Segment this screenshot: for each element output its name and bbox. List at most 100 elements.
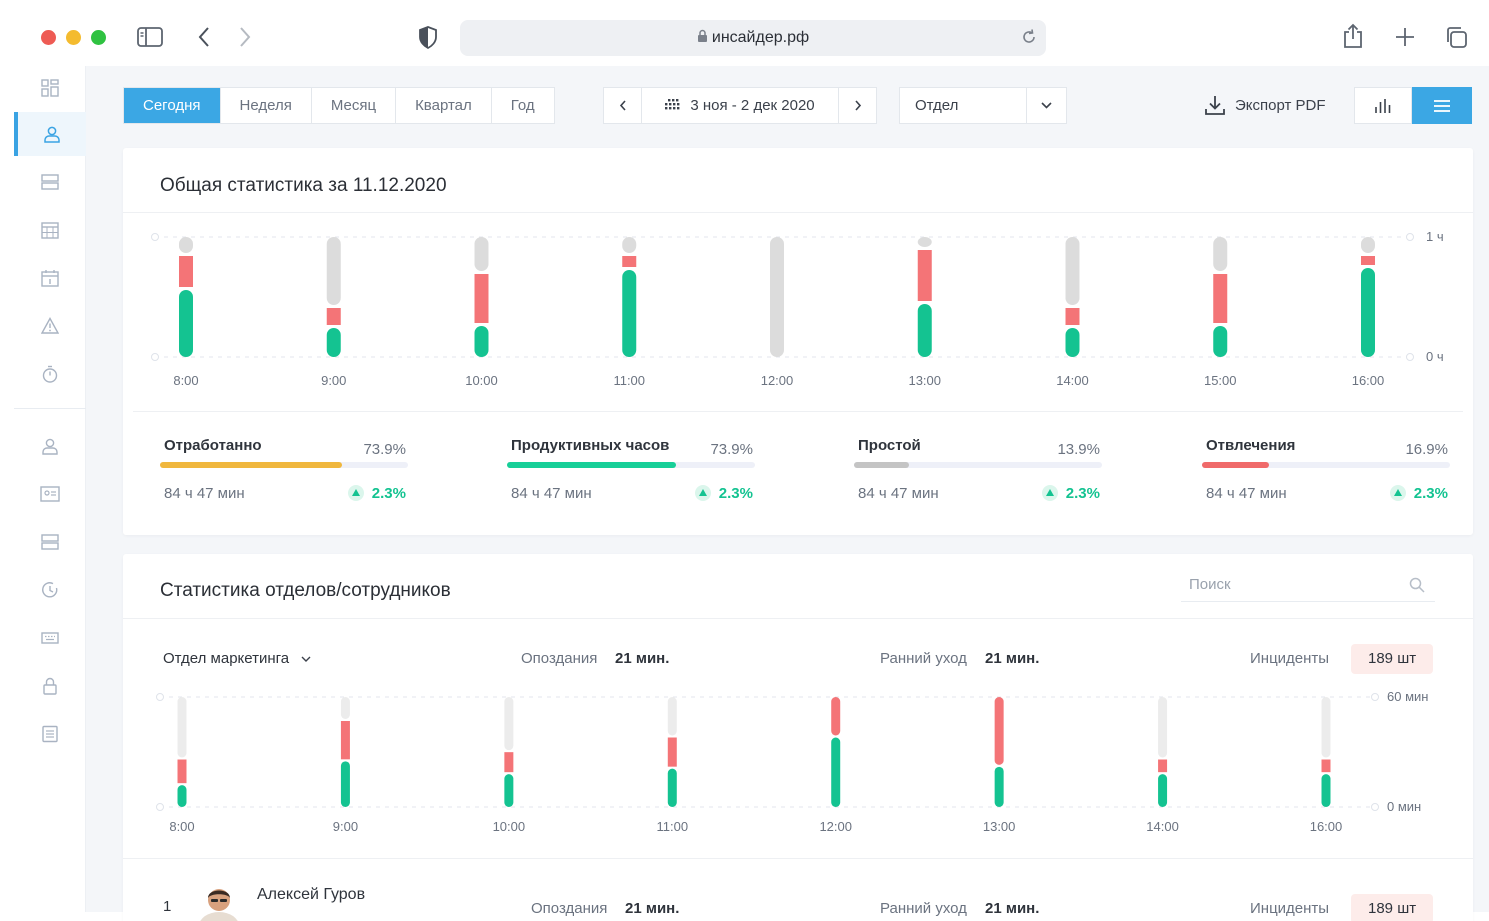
- late-label: Опоздания: [521, 650, 598, 667]
- x-tick-label: 8:00: [173, 373, 198, 388]
- x-tick-label: 10:00: [493, 819, 526, 834]
- x-tick-label: 16:00: [1352, 373, 1385, 388]
- stat-progress-track: [160, 462, 408, 468]
- axis-end-marker: [156, 803, 164, 811]
- sidebar-item-profiles[interactable]: [14, 472, 86, 516]
- calendar-icon: [41, 270, 59, 287]
- period-tab[interactable]: Месяц: [310, 88, 395, 123]
- chart-bar-segment: [340, 761, 350, 807]
- department-selector[interactable]: Отдел маркетинга: [163, 650, 311, 667]
- date-range-picker: 3 ноя - 2 дек 2020: [603, 87, 877, 124]
- employee-index: 1: [163, 898, 172, 915]
- x-tick-label: 8:00: [169, 819, 194, 834]
- chart-bar-segment: [1213, 237, 1228, 271]
- sidebar-item-devices[interactable]: [14, 616, 86, 660]
- stat-item: Отработанно 73.9% 84 ч 47 мин 2.3%: [160, 437, 410, 507]
- search-icon[interactable]: [1409, 577, 1425, 593]
- tabs-overview-icon[interactable]: [1444, 25, 1468, 49]
- sidebar-item-warnings[interactable]: [14, 304, 86, 348]
- chart-bar-segment: [994, 766, 1004, 807]
- sidebar-item-users[interactable]: [14, 112, 86, 156]
- chart-bar-segment: [340, 697, 350, 719]
- prev-range-button[interactable]: [604, 88, 642, 123]
- stat-progress-track: [854, 462, 1102, 468]
- date-range-display[interactable]: 3 ноя - 2 дек 2020: [642, 88, 838, 123]
- employee-avatar: [200, 889, 238, 921]
- stat-name: Отвлечения: [1206, 437, 1296, 454]
- axis-end-marker: [1371, 803, 1379, 811]
- sidebar-item-storage[interactable]: [14, 520, 86, 564]
- stat-name: Отработанно: [164, 437, 262, 454]
- stat-progress-fill: [160, 462, 343, 468]
- sidebar-item-timer[interactable]: [14, 352, 86, 396]
- stat-item: Простой 13.9% 84 ч 47 мин 2.3%: [854, 437, 1104, 507]
- stat-time: 84 ч 47 мин: [858, 485, 939, 502]
- employee-incidents-badge[interactable]: 189 шт: [1351, 894, 1434, 921]
- period-tab[interactable]: Сегодня: [124, 88, 220, 123]
- share-icon[interactable]: [1342, 23, 1364, 49]
- summary-header-divider: [123, 212, 1473, 213]
- department-select[interactable]: Отдел: [899, 87, 1067, 124]
- chart-bar-segment: [1321, 774, 1331, 807]
- chart-bar-segment: [340, 721, 350, 760]
- incidents-badge[interactable]: 189 шт: [1351, 644, 1434, 674]
- chart-bar-segment: [326, 237, 341, 305]
- period-tab[interactable]: Неделя: [219, 88, 311, 123]
- url-text: инсайдер.рф: [460, 29, 1046, 47]
- sidebar-item-employees[interactable]: [14, 424, 86, 468]
- early-leave-label: Ранний уход: [880, 650, 967, 667]
- url-label: инсайдер.рф: [711, 29, 810, 46]
- chart-bar-segment: [831, 697, 841, 736]
- chart-bar-segment: [667, 697, 677, 736]
- x-tick-label: 14:00: [1056, 373, 1089, 388]
- maximize-window-button[interactable]: [91, 30, 106, 45]
- chart-bar-segment: [179, 256, 193, 287]
- departments-card: Статистика отделов/сотрудников Поиск Отд…: [123, 554, 1473, 921]
- sidebar-item-reports[interactable]: [14, 712, 86, 756]
- chevron-right-icon: [854, 100, 861, 111]
- late-value: 21 мин.: [615, 650, 670, 667]
- lock-icon: [697, 29, 707, 42]
- sidebar-item-dashboard[interactable]: [14, 66, 86, 110]
- stat-progress-fill: [507, 462, 676, 468]
- x-tick-label: 15:00: [1204, 373, 1237, 388]
- chart-bar-segment: [1158, 759, 1168, 773]
- back-icon[interactable]: [197, 26, 211, 48]
- chart-bar-segment: [917, 237, 932, 247]
- next-range-button[interactable]: [838, 88, 876, 123]
- incidents-label: Инциденты: [1250, 650, 1330, 667]
- stat-change: 2.3%: [371, 485, 406, 502]
- reload-icon[interactable]: [1020, 28, 1038, 46]
- minimize-window-button[interactable]: [66, 30, 81, 45]
- department-select-toggle[interactable]: [1026, 88, 1066, 123]
- stat-time: 84 ч 47 мин: [1206, 485, 1287, 502]
- list-view-button[interactable]: [1412, 87, 1472, 124]
- sidebar-item-schedule[interactable]: [14, 256, 86, 300]
- calendar-dots-icon: [665, 98, 680, 109]
- y-tick-label: 1 ч: [1426, 229, 1444, 244]
- sidebar-item-security[interactable]: [14, 664, 86, 708]
- trend-up-icon: [1042, 485, 1058, 501]
- period-tab[interactable]: Квартал: [395, 88, 491, 123]
- sidebar-item-history[interactable]: [14, 568, 86, 612]
- new-tab-icon[interactable]: [1394, 26, 1416, 48]
- search-input[interactable]: Поиск: [1181, 572, 1435, 602]
- sidebar-toggle-icon[interactable]: [137, 26, 163, 48]
- period-tab[interactable]: Год: [490, 88, 554, 123]
- sidebar-item-lists[interactable]: [14, 160, 86, 204]
- export-pdf-button[interactable]: Экспорт PDF: [1204, 94, 1326, 116]
- sidebar-item-calendar[interactable]: [14, 208, 86, 252]
- y-tick-label: 60 мин: [1387, 689, 1428, 704]
- address-bar[interactable]: инсайдер.рф: [460, 20, 1046, 56]
- chevron-left-icon: [619, 100, 626, 111]
- chart-bar-segment: [1361, 237, 1375, 253]
- chart-bar-segment: [177, 785, 187, 807]
- chart-view-button[interactable]: [1354, 87, 1412, 124]
- forward-icon[interactable]: [238, 26, 252, 48]
- privacy-shield-icon[interactable]: [418, 26, 438, 49]
- x-tick-label: 14:00: [1146, 819, 1179, 834]
- close-window-button[interactable]: [41, 30, 56, 45]
- axis-end-marker: [1406, 233, 1414, 241]
- summary-chart: 1 ч 0 ч 8:00 9:00 10:00 11:00 12:00 13:00 14:00 1…: [151, 229, 1444, 388]
- chart-bar-segment: [326, 328, 341, 357]
